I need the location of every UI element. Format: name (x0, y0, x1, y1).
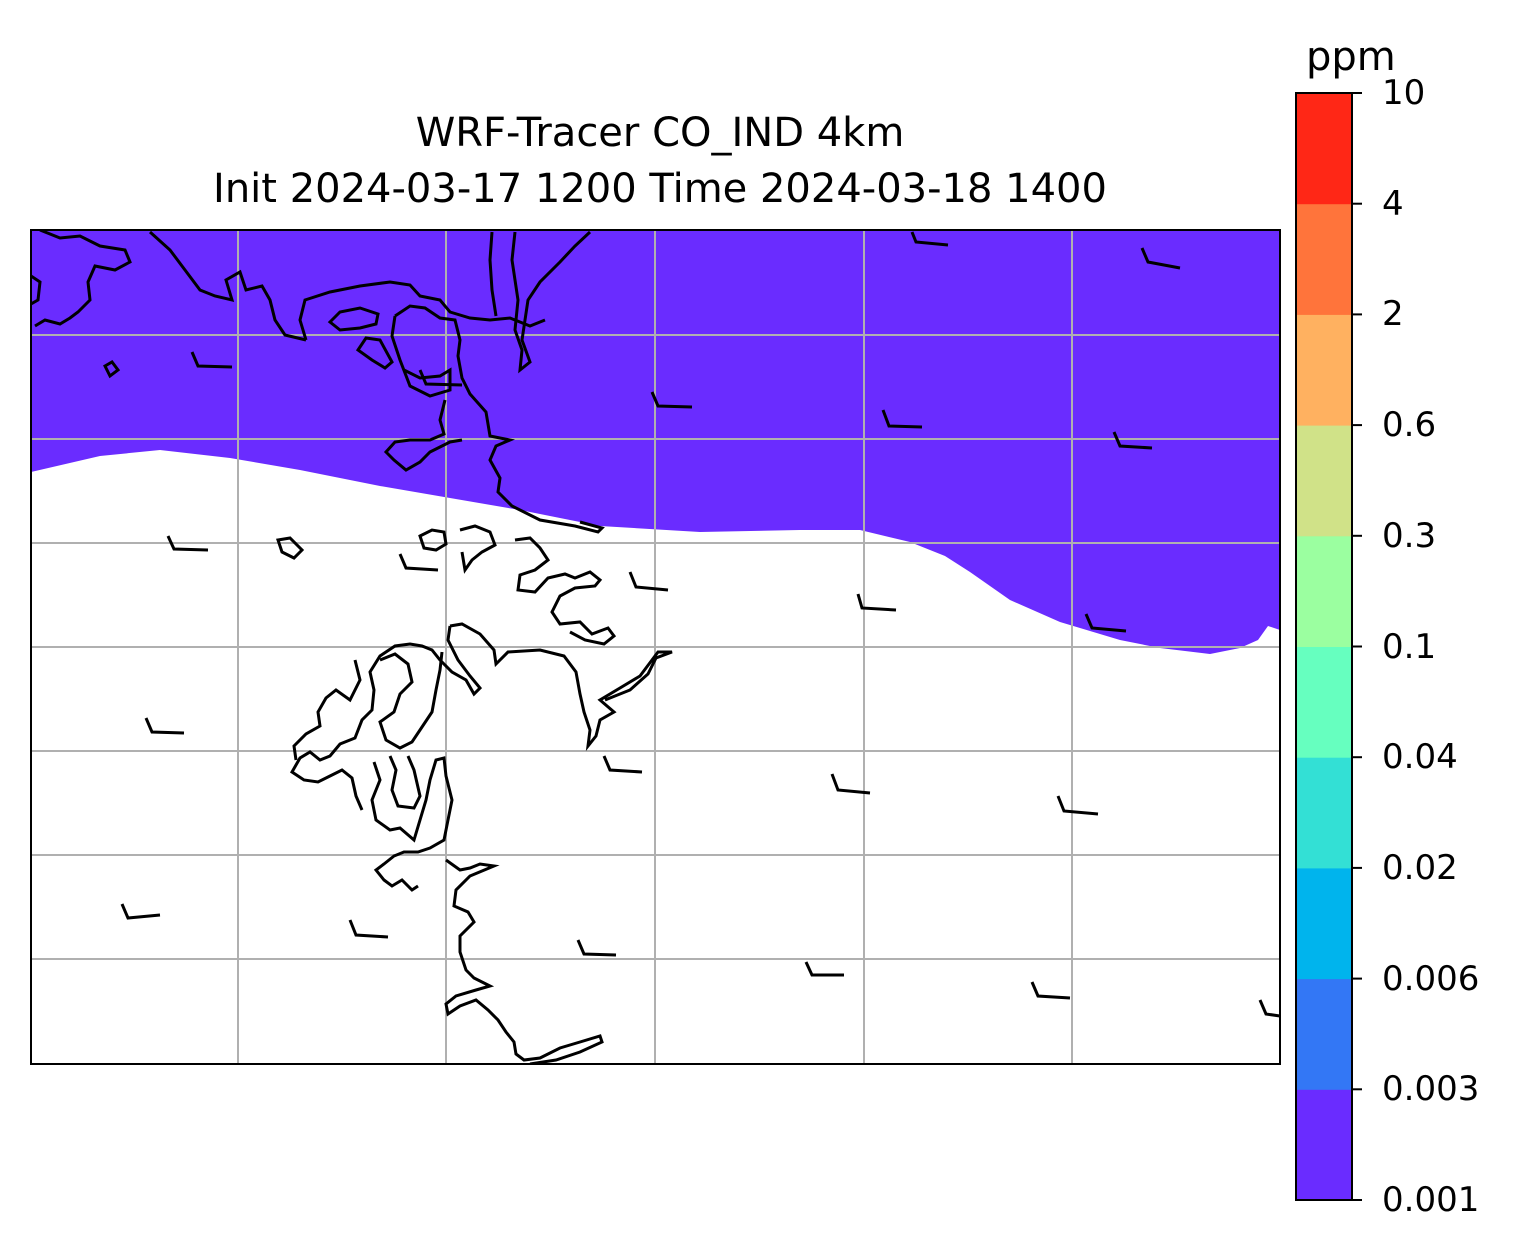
colorbar-band (1296, 646, 1352, 758)
map-subtitle: Init 2024-03-17 1200 Time 2024-03-18 140… (213, 166, 1107, 212)
colorbar-tick-label: 10 (1382, 73, 1426, 113)
coastlines (31, 230, 673, 1064)
colorbar-band (1296, 425, 1352, 537)
colorbar-tick-label: 2 (1382, 294, 1404, 335)
colorbar-tick-label: 0.3 (1382, 515, 1437, 556)
wind-barbs (120, 231, 1280, 1018)
colorbar-band (1296, 535, 1352, 647)
colorbar-tick-label: 0.006 (1382, 958, 1480, 999)
colorbar-band (1296, 1089, 1352, 1201)
colorbar-tick-label: 4 (1382, 183, 1404, 224)
colorbar-tick-label: 0.04 (1382, 737, 1458, 778)
colorbar-band (1296, 203, 1352, 315)
colorbar-band (1296, 93, 1352, 205)
colorbar (1296, 93, 1352, 1201)
colorbar-tick-label: 0.02 (1382, 847, 1458, 888)
colorbar-band (1296, 978, 1352, 1090)
colorbar-unit: ppm (1306, 34, 1396, 80)
colorbar-band (1296, 867, 1352, 980)
map-title: WRF-Tracer CO_IND 4km (415, 110, 905, 156)
colorbar-tick-label: 0.001 (1382, 1180, 1480, 1220)
colorbar-tick-label: 0.003 (1382, 1069, 1480, 1110)
colorbar-band (1296, 314, 1352, 426)
colorbar-tick-label: 0.1 (1382, 626, 1437, 667)
gridlines (31, 230, 1280, 1064)
map-frame (30, 229, 1281, 1065)
colorbar-band (1296, 757, 1352, 869)
colorbar-tick-label: 0.6 (1382, 405, 1437, 446)
